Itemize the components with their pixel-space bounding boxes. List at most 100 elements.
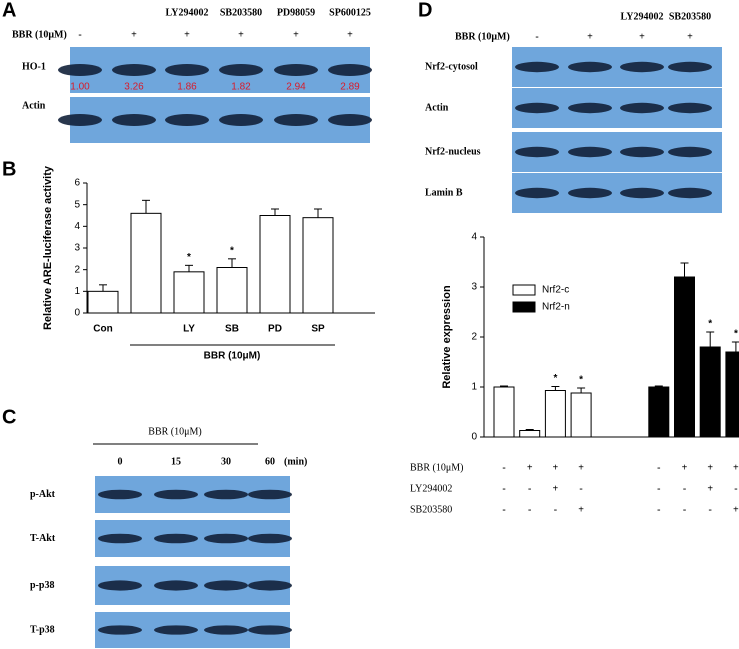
sign: - — [579, 483, 582, 494]
sign: + — [293, 29, 299, 40]
sign: - — [683, 504, 686, 515]
blot-band — [328, 64, 372, 76]
y-tick-label: 6 — [74, 178, 80, 189]
sign: + — [553, 483, 559, 494]
blot-band — [58, 64, 102, 76]
blot-band — [620, 146, 664, 158]
blot-label: Actin — [425, 102, 449, 113]
blot-band — [274, 114, 318, 126]
condition-label: SB203580 — [410, 504, 452, 515]
blot-band — [58, 114, 102, 126]
sign: + — [238, 29, 244, 40]
blot-band — [154, 533, 198, 544]
bar — [130, 212, 162, 314]
panel-label: D — [418, 0, 432, 21]
blot-band — [274, 64, 318, 76]
y-axis-label: Relative ARE-luciferase activity — [42, 165, 54, 330]
y-tick-label: 3 — [471, 282, 477, 293]
sign: - — [734, 483, 737, 494]
blot-band — [154, 625, 198, 635]
blot-band — [219, 114, 263, 126]
y-tick-label: 1 — [471, 382, 477, 393]
blot-band — [328, 114, 372, 126]
column-header: SB203580 — [220, 7, 262, 18]
sign: - — [683, 483, 686, 494]
sign: + — [587, 31, 593, 42]
treatment-label: BBR (10μM) — [455, 31, 510, 42]
y-tick-label: 5 — [74, 199, 80, 210]
blot-band — [668, 102, 712, 114]
sign: + — [184, 29, 190, 40]
time-unit: (min) — [284, 456, 307, 467]
sign: + — [687, 31, 693, 42]
bar — [493, 386, 515, 438]
bar — [674, 276, 695, 438]
time: 60 — [265, 456, 275, 467]
bar — [725, 351, 739, 438]
x-tick-label: SP — [311, 324, 325, 335]
y-tick-label: 1 — [74, 286, 80, 297]
y-tick-label: 4 — [471, 232, 477, 243]
ratio: 1.00 — [70, 82, 90, 93]
blot-band — [568, 61, 612, 73]
group-label: BBR (10μM) — [204, 351, 261, 362]
treatment-label: BBR (10μM) — [12, 29, 67, 40]
blot-label: Nrf2-cytosol — [425, 61, 478, 72]
blot-label: p-p38 — [30, 580, 54, 591]
blot-label: T-p38 — [30, 624, 55, 635]
significance: * — [230, 245, 234, 256]
ratio: 3.26 — [124, 82, 144, 93]
sign: + — [707, 462, 713, 473]
sign: - — [554, 504, 557, 515]
column-header: LY294002 — [621, 11, 664, 22]
blot-band — [112, 64, 156, 76]
legend-swatch — [512, 284, 536, 296]
sign: - — [657, 483, 660, 494]
blot-band — [219, 64, 263, 76]
blot-band — [568, 146, 612, 158]
legend-label: Nrf2-c — [542, 285, 569, 296]
x-tick-label: LY — [183, 324, 195, 335]
blot-band — [154, 580, 198, 591]
significance: * — [579, 375, 583, 386]
legend-swatch — [512, 301, 536, 313]
time: 30 — [221, 456, 231, 467]
column-header: SP600125 — [329, 7, 371, 18]
treatment-label: BBR (10μM) — [148, 426, 201, 437]
blot-band — [620, 61, 664, 73]
legend-label: Nrf2-n — [542, 302, 570, 313]
blot-band — [620, 102, 664, 114]
bar — [544, 390, 566, 438]
time: 15 — [171, 456, 181, 467]
sign: + — [527, 462, 533, 473]
sign: - — [78, 29, 81, 40]
sign: + — [733, 462, 739, 473]
bar — [87, 290, 119, 314]
ratio: 2.94 — [286, 82, 306, 93]
blot-band — [515, 61, 559, 73]
time: 0 — [118, 456, 123, 467]
blot-band — [98, 580, 142, 591]
blot-band — [248, 625, 292, 635]
bar — [216, 267, 248, 314]
blot-label: Lamin B — [425, 187, 463, 198]
blot-band — [515, 187, 559, 199]
bar — [302, 217, 334, 314]
blot-band — [204, 580, 248, 591]
blot-band — [165, 114, 209, 126]
blot-label: Actin — [22, 100, 46, 111]
blot-band — [112, 114, 156, 126]
blot-band — [248, 489, 292, 500]
sign: - — [657, 462, 660, 473]
significance: * — [734, 329, 738, 340]
sign: - — [502, 504, 505, 515]
ratio: 1.82 — [231, 82, 251, 93]
blot-band — [248, 533, 292, 544]
panel-label: A — [2, 0, 16, 21]
bar — [173, 271, 205, 314]
blot-band — [154, 489, 198, 500]
blot-band — [98, 625, 142, 635]
panel-label: C — [2, 406, 16, 428]
y-axis-label: Relative expression — [441, 285, 453, 389]
blot-label: HO-1 — [22, 61, 46, 72]
